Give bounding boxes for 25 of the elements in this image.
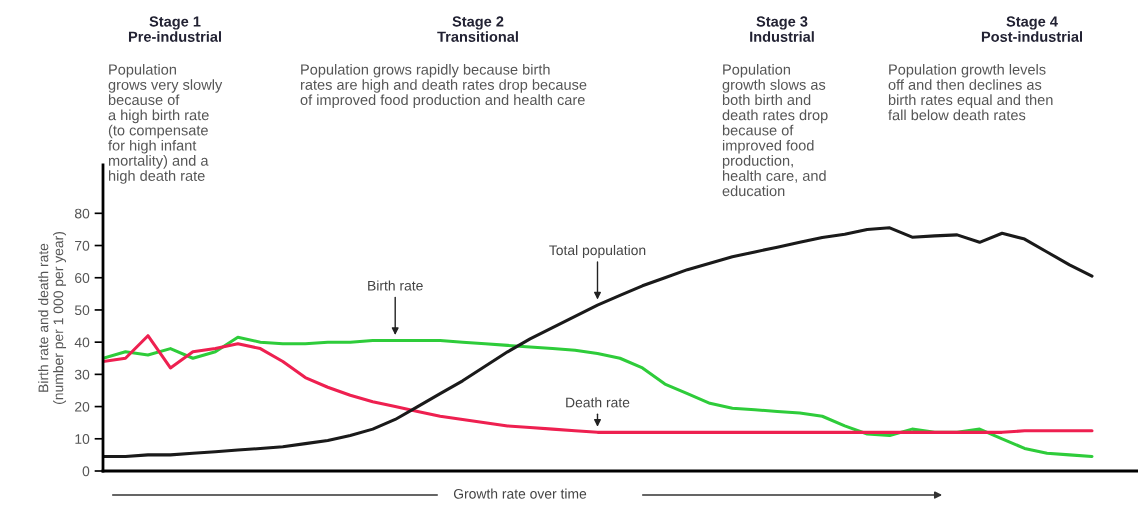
text: Population growth slows as both birth and death rates drop because of improved food production, health care, and education xyxy=(722,64,828,197)
y-tick-label: 50 xyxy=(74,305,90,316)
text: Stage 2 Transitional xyxy=(437,16,518,42)
y-tick-label: 0 xyxy=(82,466,90,477)
text: Stage 3 Industrial xyxy=(750,16,814,42)
line-series xyxy=(103,334,1094,434)
y-tick-label: 10 xyxy=(75,434,90,444)
y-tick-label: 20 xyxy=(75,401,90,412)
series-label: Total population xyxy=(549,244,646,258)
text: Population grows rapidly because birth rates are high and death rates drop because of improved food production and health care xyxy=(300,64,587,108)
y-tick-label: 40 xyxy=(74,337,90,348)
line-series xyxy=(103,226,1094,459)
y-tick-label: 60 xyxy=(75,273,90,283)
text: Population growth levels off and then declines as birth rates equal and then fall below death rates xyxy=(888,64,1053,121)
y-tick-label: 70 xyxy=(75,240,90,251)
text: Stage 4 Post-industrial xyxy=(981,16,1083,42)
y-axis-title: Birth rate and death rate (number per 1 000 per year) xyxy=(38,232,67,404)
annotation: Population grows very slowly because of a high birth rate (to compensate for high infant mortality) and a high death rate xyxy=(108,64,223,184)
y-tick-label: 80 xyxy=(74,208,90,219)
x-axis-title: Growth rate over time xyxy=(453,488,587,499)
y-tick-label: 30 xyxy=(74,369,90,380)
text: Stage 1 Pre-industrial xyxy=(128,16,221,42)
series-label: Death rate xyxy=(566,397,630,408)
line-series xyxy=(103,335,1094,459)
text: Birth rate xyxy=(368,280,423,291)
